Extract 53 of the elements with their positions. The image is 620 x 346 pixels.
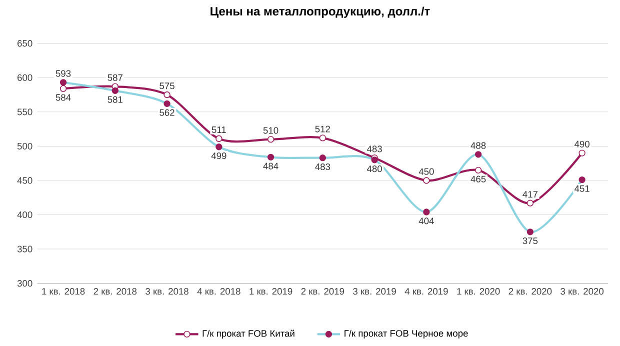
data-label: 450 (418, 168, 434, 175)
data-label: 581 (108, 96, 122, 103)
data-label: 511 (212, 126, 226, 134)
legend-label: Г/к прокат FOB Черное море (344, 330, 468, 339)
x-tick-label: 1 кв. 2018 (42, 288, 85, 295)
x-tick-label: 2 кв. 2019 (301, 288, 344, 295)
data-label: 483 (315, 163, 330, 170)
data-label: 575 (160, 82, 174, 90)
data-label: 375 (522, 238, 538, 244)
x-tick-label: 1 кв. 2020 (457, 288, 500, 295)
point (60, 85, 67, 92)
y-tick-label: 550 (17, 108, 32, 116)
data-label: 510 (263, 127, 278, 134)
data-label: 584 (56, 94, 71, 101)
data-label: 593 (56, 70, 71, 77)
point (423, 177, 430, 184)
data-label: 451 (574, 185, 590, 192)
x-tick-label: 1 кв. 2019 (250, 288, 292, 295)
data-label: 417 (522, 191, 538, 198)
data-label: 490 (574, 140, 590, 148)
y-tick-label: 350 (17, 246, 32, 252)
point (526, 200, 534, 206)
x-tick-label: 3 кв. 2019 (353, 288, 396, 295)
point (164, 91, 170, 98)
y-tick-label: 650 (18, 40, 32, 47)
x-tick-label: 2 кв. 2018 (94, 288, 137, 295)
x-tick-label: 4 кв. 2018 (197, 288, 240, 295)
data-label: 587 (108, 74, 122, 81)
x-tick-label: 4 кв. 2019 (404, 288, 448, 295)
point (319, 134, 326, 142)
point (267, 136, 274, 143)
data-label: 488 (470, 142, 486, 149)
y-tick-label: 400 (17, 211, 32, 218)
y-tick-label: 600 (18, 74, 32, 81)
y-tick-label: 450 (17, 177, 32, 184)
chart-title: Цены на металлопродукцию, долл./т (210, 6, 430, 18)
data-label: 480 (366, 166, 382, 172)
y-tick-label: 500 (17, 142, 32, 150)
y-tick-label: 300 (17, 280, 32, 287)
data-label: 483 (366, 146, 382, 152)
x-tick-label: 3 кв. 2020 (560, 288, 604, 295)
data-label: 404 (418, 218, 434, 224)
data-label: 562 (160, 109, 174, 116)
legend-label: Г/к прокат FOB Китай (202, 330, 294, 339)
data-label: 512 (315, 126, 330, 132)
x-tick-label: 2 кв. 2020 (508, 288, 552, 295)
point (216, 135, 222, 142)
data-label: 499 (211, 152, 226, 160)
data-label: 484 (263, 162, 278, 170)
x-tick-label: 3 кв. 2018 (146, 288, 188, 295)
point (578, 150, 586, 156)
point (474, 166, 482, 174)
data-label: 465 (470, 176, 486, 182)
